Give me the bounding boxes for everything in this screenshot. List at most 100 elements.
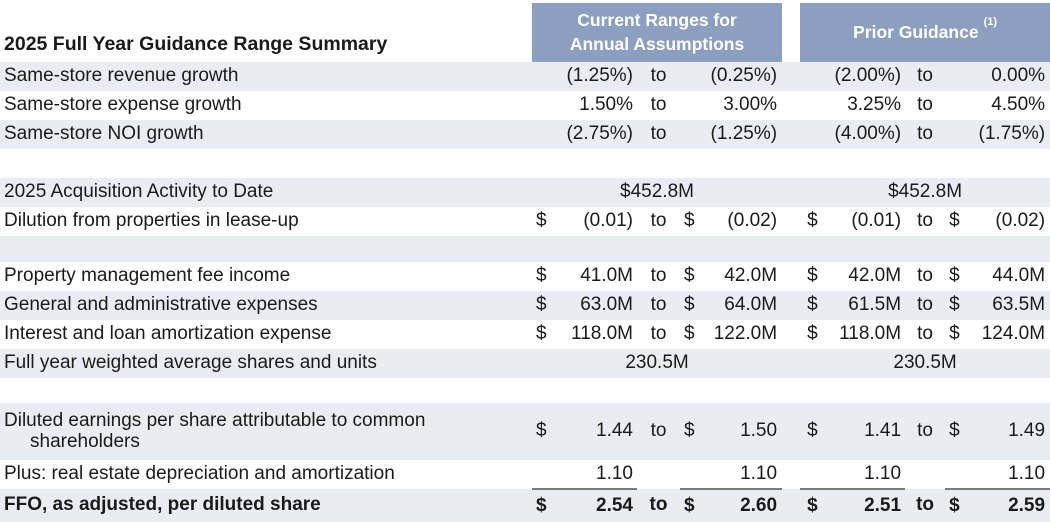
table-row: Same-store NOI growth (2.75%) to (1.25%)… bbox=[0, 120, 1050, 149]
range-to: to bbox=[917, 94, 933, 116]
prior-guidance-header: Prior Guidance (1) bbox=[800, 3, 1050, 62]
row-label: Same-store revenue growth bbox=[0, 62, 532, 91]
range-low: 63.0M bbox=[552, 291, 637, 320]
header-gap bbox=[782, 0, 800, 62]
dollar-sign: $ bbox=[536, 323, 547, 345]
dollar-sign: $ bbox=[680, 403, 700, 460]
range-high: 4.50% bbox=[991, 94, 1046, 116]
range-low: (1.25%) bbox=[552, 62, 637, 91]
range-to: to bbox=[637, 489, 680, 522]
range-high: 3.00% bbox=[723, 94, 778, 116]
range-high: 42.0M bbox=[724, 265, 778, 287]
dollar-sign: $ bbox=[949, 323, 960, 345]
dollar-sign: $ bbox=[800, 291, 821, 320]
range-to: to bbox=[905, 291, 946, 320]
range-to: to bbox=[637, 62, 680, 91]
range-low: 2.54 bbox=[552, 489, 637, 522]
dollar-sign: $ bbox=[949, 210, 960, 232]
range-high: 1.50 bbox=[700, 403, 783, 460]
table-row: Property management fee income $ 41.0M t… bbox=[0, 262, 1050, 291]
dollar-sign: $ bbox=[807, 323, 818, 345]
range-high: 63.5M bbox=[968, 291, 1050, 320]
range-low: (4.00%) bbox=[820, 120, 906, 149]
range-high: 0.00% bbox=[968, 62, 1050, 91]
dollar-sign: $ bbox=[945, 291, 969, 320]
range-to: to bbox=[905, 120, 946, 149]
range-high: 1.49 bbox=[968, 403, 1050, 460]
range-low: (0.01) bbox=[851, 210, 902, 232]
range-to: to bbox=[917, 210, 933, 232]
dollar-sign: $ bbox=[807, 210, 818, 232]
range-low: (2.00%) bbox=[820, 62, 906, 91]
row-label: 2025 Acquisition Activity to Date bbox=[0, 178, 532, 207]
row-label: Property management fee income bbox=[4, 265, 291, 287]
range-to: to bbox=[637, 120, 680, 149]
dollar-sign: $ bbox=[532, 403, 552, 460]
row-label-line1: Diluted earnings per share attributable … bbox=[4, 409, 426, 431]
row-label: General and administrative expenses bbox=[0, 291, 532, 320]
range-high: 64.0M bbox=[700, 291, 783, 320]
dollar-sign: $ bbox=[684, 323, 695, 345]
row-label: Full year weighted average shares and un… bbox=[0, 349, 532, 378]
range-low: (2.75%) bbox=[552, 120, 637, 149]
dollar-sign: $ bbox=[532, 291, 552, 320]
range-low: 118.0M bbox=[571, 323, 633, 345]
dollar-sign: $ bbox=[945, 489, 969, 522]
range-to: to bbox=[650, 210, 667, 232]
table-row: Dilution from properties in lease-up $ (… bbox=[0, 207, 1050, 236]
range-to: to bbox=[637, 403, 680, 460]
row-label: Same-store expense growth bbox=[4, 94, 242, 116]
dollar-sign: $ bbox=[680, 489, 700, 522]
table-row: Diluted earnings per share attributable … bbox=[0, 403, 1050, 460]
center-value: 230.5M bbox=[532, 349, 783, 378]
range-high: 44.0M bbox=[992, 265, 1046, 287]
range-to: to bbox=[905, 403, 946, 460]
range-high: 124.0M bbox=[981, 323, 1046, 345]
prior-guidance-label: Prior Guidance bbox=[853, 21, 979, 42]
range-high: 2.59 bbox=[968, 489, 1050, 522]
row-label: Plus: real estate depreciation and amort… bbox=[4, 463, 395, 485]
range-low: 1.10 bbox=[552, 460, 637, 490]
dollar-sign: $ bbox=[536, 265, 547, 287]
range-high: (0.02) bbox=[727, 210, 778, 232]
page-title: 2025 Full Year Guidance Range Summary bbox=[4, 32, 388, 55]
dollar-sign: $ bbox=[800, 403, 821, 460]
range-high: (1.75%) bbox=[968, 120, 1050, 149]
dollar-sign: $ bbox=[680, 291, 700, 320]
row-label: FFO, as adjusted, per diluted share bbox=[0, 489, 532, 522]
range-low: (0.01) bbox=[583, 210, 633, 232]
row-label: Dilution from properties in lease-up bbox=[4, 210, 299, 232]
table-row: Interest and loan amortization expense $… bbox=[0, 320, 1050, 349]
range-high: 122.0M bbox=[713, 323, 778, 345]
dollar-sign: $ bbox=[800, 489, 821, 522]
dollar-sign: $ bbox=[684, 265, 695, 287]
dollar-sign: $ bbox=[949, 265, 960, 287]
center-value: 230.5M bbox=[800, 349, 1050, 378]
row-label: Diluted earnings per share attributable … bbox=[0, 403, 532, 460]
range-low: 61.5M bbox=[820, 291, 906, 320]
range-high: 1.10 bbox=[700, 460, 783, 490]
table-row: Full year weighted average shares and un… bbox=[0, 349, 1050, 378]
range-high: (0.02) bbox=[995, 210, 1046, 232]
range-low: 41.0M bbox=[580, 265, 633, 287]
range-to: to bbox=[905, 489, 946, 522]
table-row: Same-store expense growth 1.50% to 3.00%… bbox=[0, 91, 1050, 120]
range-to: to bbox=[650, 94, 667, 116]
center-value: $452.8M bbox=[532, 178, 783, 207]
row-label: Same-store NOI growth bbox=[0, 120, 532, 149]
range-high: 2.60 bbox=[700, 489, 783, 522]
range-high: (1.25%) bbox=[700, 120, 783, 149]
current-ranges-header-line1: Current Ranges for bbox=[577, 9, 737, 30]
current-ranges-header: Current Ranges for Annual Assumptions bbox=[532, 3, 783, 62]
range-to: to bbox=[650, 323, 667, 345]
table-row: General and administrative expenses $ 63… bbox=[0, 291, 1050, 320]
dollar-sign: $ bbox=[684, 210, 695, 232]
center-value: $452.8M bbox=[800, 178, 1050, 207]
dollar-sign: $ bbox=[536, 210, 547, 232]
range-to: to bbox=[905, 62, 946, 91]
row-label-line2: shareholders bbox=[30, 430, 140, 452]
row-label: Interest and loan amortization expense bbox=[4, 323, 332, 345]
dollar-sign: $ bbox=[807, 265, 818, 287]
range-low: 1.10 bbox=[820, 460, 906, 490]
